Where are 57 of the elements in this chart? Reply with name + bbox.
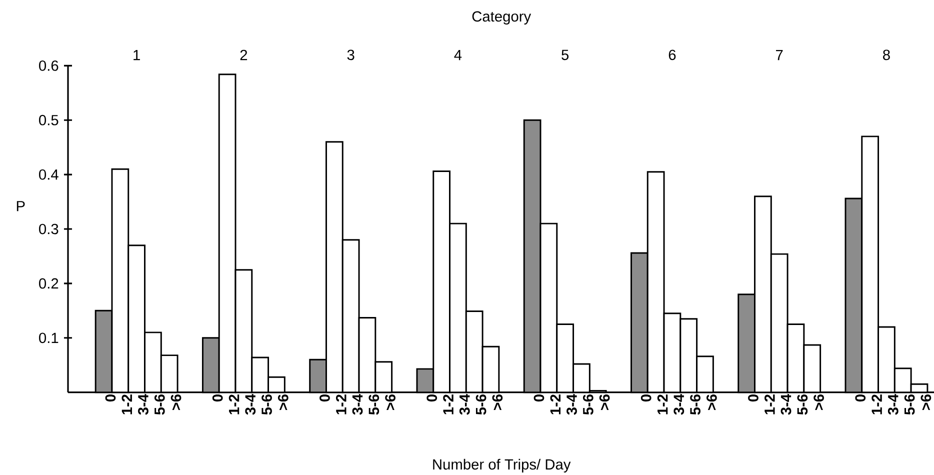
x-tick-label: 3 bbox=[347, 50, 354, 60]
text: 0 bbox=[748, 394, 758, 402]
text: 0 bbox=[320, 394, 330, 402]
text: 1-2 bbox=[336, 394, 346, 414]
text: 3-4 bbox=[245, 394, 256, 415]
text: 1-2 bbox=[872, 394, 882, 414]
text: >6 bbox=[278, 394, 288, 410]
text: >6 bbox=[492, 394, 503, 410]
text: 0 bbox=[105, 394, 116, 402]
text: 3-4 bbox=[674, 394, 684, 415]
x-tick-label: 1 bbox=[134, 50, 140, 60]
text: 3-4 bbox=[566, 394, 577, 415]
x-tick-label: 5 bbox=[562, 50, 569, 60]
text: 5-6 bbox=[368, 394, 380, 415]
text: >6 bbox=[814, 394, 824, 410]
text: >6 bbox=[599, 394, 610, 410]
x-tick-label: 7 bbox=[776, 50, 783, 60]
text: 3-4 bbox=[888, 394, 898, 415]
text: 1-2 bbox=[122, 394, 132, 414]
y-tick-label: 0.3 bbox=[39, 224, 58, 234]
text: Number of Trips/ Day bbox=[433, 458, 571, 472]
y-tick-label: 0.2 bbox=[39, 278, 58, 289]
text: 1-2 bbox=[657, 394, 668, 414]
y-tick-label: 0.1 bbox=[39, 332, 58, 344]
text: 5-6 bbox=[476, 394, 486, 415]
text: 0 bbox=[534, 394, 544, 402]
y-tick-label: 0.5 bbox=[39, 114, 58, 126]
text: >6 bbox=[385, 394, 396, 410]
text: 5-6 bbox=[582, 394, 594, 415]
text: 0 bbox=[212, 394, 223, 402]
text: 0 bbox=[640, 394, 652, 402]
x-axis-title: Category bbox=[472, 11, 532, 25]
text: 1-2 bbox=[228, 394, 240, 414]
text: 5-6 bbox=[262, 394, 272, 415]
y-tick-label: 0.4 bbox=[39, 169, 58, 180]
text: 0 bbox=[426, 394, 438, 402]
text: 3-4 bbox=[780, 394, 792, 415]
text: 1-2 bbox=[443, 394, 454, 414]
text: 1-2 bbox=[764, 394, 775, 414]
x-tick-label: 8 bbox=[883, 50, 890, 60]
text: 3-4 bbox=[138, 394, 148, 415]
text: >6 bbox=[170, 394, 182, 410]
y-tick-label: 0.6 bbox=[39, 60, 58, 71]
text: 5-6 bbox=[690, 394, 700, 415]
text: 5-6 bbox=[904, 394, 915, 415]
text: >6 bbox=[920, 394, 932, 410]
y-axis-title: P bbox=[16, 201, 25, 212]
text: 1-2 bbox=[550, 394, 560, 414]
text: >6 bbox=[706, 394, 717, 410]
text: 5-6 bbox=[797, 394, 808, 415]
text: 5-6 bbox=[154, 394, 165, 415]
text: 3-4 bbox=[352, 394, 363, 415]
x-tick-label: 2 bbox=[240, 50, 248, 60]
x-tick-label: 6 bbox=[668, 50, 676, 60]
text: 0 bbox=[855, 394, 866, 402]
text: 3-4 bbox=[459, 394, 470, 415]
x-tick-label: 4 bbox=[454, 50, 462, 60]
